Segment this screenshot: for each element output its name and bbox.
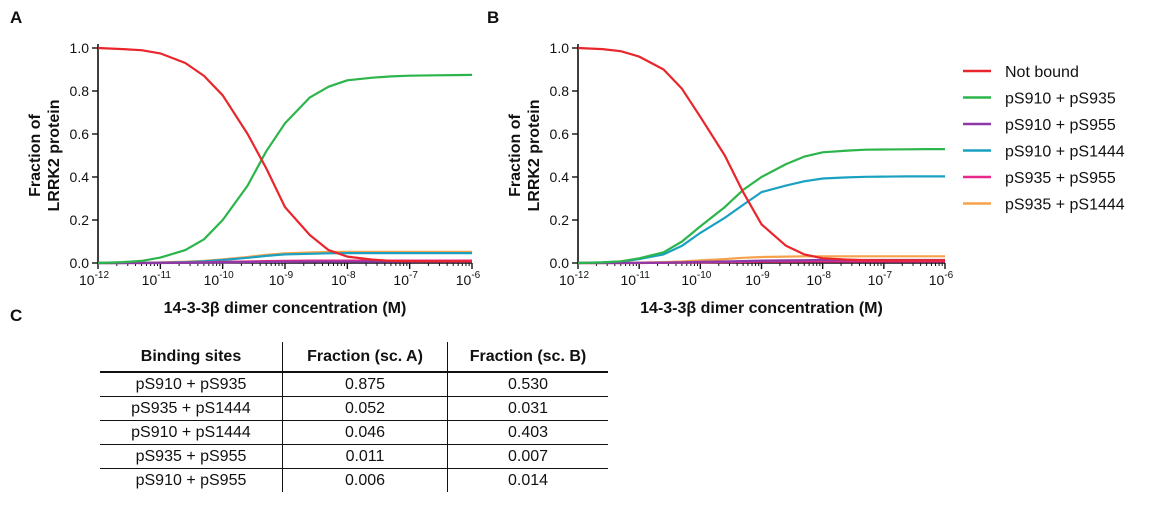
table-cell: 0.011 xyxy=(282,444,448,469)
table-header-row: Binding sites Fraction (sc. A) Fraction … xyxy=(100,342,608,373)
x-tick-label: 10-9 xyxy=(745,270,770,288)
chart-b: 0.0 0.2 0.4 0.6 0.8 1.0 10-12 10-11 10-10 10-9 10-… xyxy=(507,40,954,317)
x-tick-label: 10-7 xyxy=(393,270,418,288)
table-cell: 0.046 xyxy=(282,420,448,445)
y-tick-label: 0.8 xyxy=(70,83,90,99)
x-tick-label: 10-7 xyxy=(868,270,893,288)
legend-label: pS935 + pS1444 xyxy=(1005,197,1125,214)
y-tick-label: 0.2 xyxy=(70,212,90,228)
legend-label: pS910 + pS935 xyxy=(1005,91,1116,108)
series-line-not-bound xyxy=(577,46,945,262)
x-tick-label: 10-8 xyxy=(806,270,831,288)
legend-label: pS910 + pS1444 xyxy=(1005,144,1125,161)
x-tick-label: 10-8 xyxy=(331,270,356,288)
table-header-cell: Binding sites xyxy=(100,342,283,373)
y-axis-title: Fraction of LRRK2 protein xyxy=(507,100,543,212)
series-line-not-bound xyxy=(97,46,472,263)
table-cell: 0.007 xyxy=(447,444,608,469)
x-tick-label: 10-6 xyxy=(929,270,954,288)
legend-label: pS910 + pS955 xyxy=(1005,117,1116,134)
binding-sites-table: Binding sites Fraction (sc. A) Fraction … xyxy=(100,342,608,492)
series-line-ps910-ps1444 xyxy=(577,175,945,265)
chart-a: 0.0 0.2 0.4 0.6 0.8 1.0 10-12 10-11 10-10 10-9 10-… xyxy=(27,40,480,317)
table-cell: pS935 + pS1444 xyxy=(100,396,283,421)
series-line-ps910-ps935 xyxy=(97,73,473,265)
table-row: pS910 + pS955 0.006 0.014 xyxy=(100,468,608,492)
x-tick-label: 10-6 xyxy=(456,270,480,288)
y-tick-label: 0.6 xyxy=(70,126,90,142)
table-cell: pS910 + pS1444 xyxy=(100,420,283,445)
table-row: pS935 + pS1444 0.052 0.031 xyxy=(100,396,608,421)
table-cell: 0.052 xyxy=(282,396,448,421)
table-row: pS910 + pS935 0.875 0.530 xyxy=(100,372,608,397)
table-row: pS910 + pS1444 0.046 0.403 xyxy=(100,420,608,445)
y-tick-label: 0.0 xyxy=(550,255,570,271)
x-axis-title: 14-3-3β dimer concentration (M) xyxy=(164,300,407,317)
table-cell: 0.875 xyxy=(282,372,448,397)
x-axis-title: 14-3-3β dimer concentration (M) xyxy=(640,300,883,317)
y-tick-label: 1.0 xyxy=(70,40,90,56)
table-cell: 0.014 xyxy=(447,468,608,492)
x-tick-label: 10-9 xyxy=(269,270,294,288)
table-cell: pS910 + pS935 xyxy=(100,372,283,397)
panel-letter-b: B xyxy=(487,8,500,27)
table-row: pS935 + pS955 0.011 0.007 xyxy=(100,444,608,469)
table-cell: 0.403 xyxy=(447,420,608,445)
table-cell: pS910 + pS955 xyxy=(135,471,247,489)
legend-label: pS935 + pS955 xyxy=(1005,170,1116,187)
y-tick-label: 1.0 xyxy=(550,40,570,56)
x-tick-label: 10-10 xyxy=(204,270,234,288)
table-header-cell: Fraction (sc. B) xyxy=(447,342,608,373)
table-cell: 0.006 xyxy=(282,468,448,492)
legend: Not bound pS910 + pS935 pS910 + pS955 pS910… xyxy=(963,64,1125,214)
x-tick-label: 10-12 xyxy=(79,270,109,288)
legend-label: Not bound xyxy=(1005,64,1079,81)
table-header-cell: Fraction (sc. A) xyxy=(282,342,448,373)
table-cell: 0.031 xyxy=(447,396,608,421)
y-tick-label: 0.6 xyxy=(550,126,570,142)
y-tick-label: 0.8 xyxy=(550,83,570,99)
table-cell: 0.530 xyxy=(447,372,608,397)
x-tick-label: 10-12 xyxy=(559,270,589,288)
y-tick-label: 0.4 xyxy=(550,169,570,185)
y-axis-title: Fraction of LRRK2 protein xyxy=(27,100,63,212)
table-cell: pS935 + pS955 xyxy=(100,444,283,469)
x-tick-label: 10-11 xyxy=(142,270,172,288)
x-tick-label: 10-10 xyxy=(681,270,711,288)
panel-letter-a: A xyxy=(10,8,23,27)
y-tick-label: 0.4 xyxy=(70,169,90,185)
y-tick-label: 0.2 xyxy=(550,212,570,228)
x-tick-label: 10-11 xyxy=(621,270,651,288)
series-line-ps910-ps935 xyxy=(577,148,945,265)
y-tick-label: 0.0 xyxy=(70,255,90,271)
panel-letter-c: C xyxy=(10,306,23,325)
